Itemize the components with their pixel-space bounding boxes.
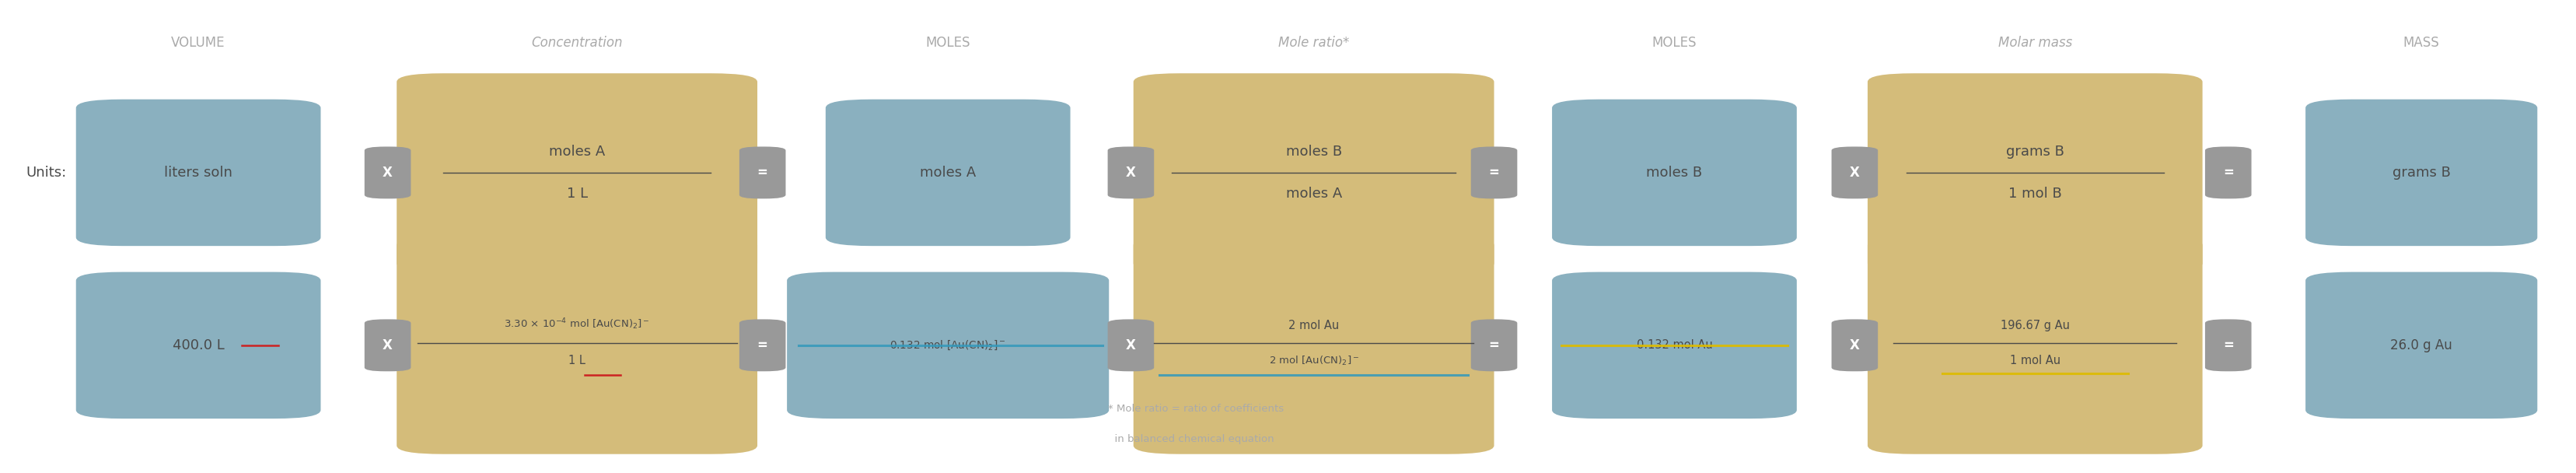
Text: 0.132 mol Au: 0.132 mol Au (1636, 340, 1713, 351)
FancyBboxPatch shape (1553, 272, 1798, 419)
Text: =: = (2223, 338, 2233, 352)
Text: 1 mol B: 1 mol B (2009, 187, 2061, 201)
FancyBboxPatch shape (2205, 319, 2251, 371)
Text: X: X (1126, 338, 1136, 352)
FancyBboxPatch shape (824, 99, 1072, 246)
Text: VOLUME: VOLUME (173, 35, 224, 50)
Text: 196.67 g Au: 196.67 g Au (2002, 319, 2069, 331)
FancyBboxPatch shape (1868, 236, 2202, 454)
FancyBboxPatch shape (1553, 99, 1798, 246)
Text: liters soln: liters soln (165, 166, 232, 180)
FancyBboxPatch shape (77, 99, 322, 246)
FancyBboxPatch shape (1471, 147, 1517, 199)
Text: 1 L: 1 L (569, 355, 585, 367)
Text: =: = (1489, 166, 1499, 180)
FancyBboxPatch shape (1108, 319, 1154, 371)
Text: grams B: grams B (2007, 144, 2063, 158)
FancyBboxPatch shape (397, 73, 757, 272)
Text: Concentration: Concentration (531, 35, 623, 50)
FancyBboxPatch shape (366, 147, 410, 199)
FancyBboxPatch shape (788, 272, 1110, 419)
Text: 1 mol Au: 1 mol Au (2009, 355, 2061, 367)
FancyBboxPatch shape (366, 319, 410, 371)
FancyBboxPatch shape (77, 272, 322, 419)
Text: X: X (384, 338, 392, 352)
Text: X: X (1126, 166, 1136, 180)
FancyBboxPatch shape (1108, 147, 1154, 199)
Text: in balanced chemical equation: in balanced chemical equation (1108, 434, 1273, 444)
FancyBboxPatch shape (397, 236, 757, 454)
FancyBboxPatch shape (2205, 147, 2251, 199)
FancyBboxPatch shape (2306, 272, 2537, 419)
Text: Mole ratio*: Mole ratio* (1278, 35, 1350, 50)
Text: =: = (757, 338, 768, 352)
Text: moles A: moles A (920, 166, 976, 180)
Text: Units:: Units: (26, 166, 67, 180)
FancyBboxPatch shape (739, 319, 786, 371)
FancyBboxPatch shape (1133, 73, 1494, 272)
Text: moles A: moles A (549, 144, 605, 158)
Text: MASS: MASS (2403, 35, 2439, 50)
Text: 0.132 mol [Au(CN)$_2$]$^-$: 0.132 mol [Au(CN)$_2$]$^-$ (889, 339, 1007, 352)
FancyBboxPatch shape (1832, 319, 1878, 371)
FancyBboxPatch shape (1471, 319, 1517, 371)
Text: MOLES: MOLES (1651, 35, 1698, 50)
Text: 3.30 $\times$ 10$^{-4}$ mol [Au(CN)$_2$]$^-$: 3.30 $\times$ 10$^{-4}$ mol [Au(CN)$_2$]… (505, 316, 649, 331)
Text: Molar mass: Molar mass (1999, 35, 2071, 50)
Text: 2 mol Au: 2 mol Au (1288, 319, 1340, 331)
Text: moles B: moles B (1285, 144, 1342, 158)
Text: grams B: grams B (2393, 166, 2450, 180)
Text: moles B: moles B (1646, 166, 1703, 180)
Text: X: X (384, 166, 392, 180)
Text: 2 mol [Au(CN)$_2$]$^-$: 2 mol [Au(CN)$_2$]$^-$ (1270, 355, 1358, 367)
Text: =: = (757, 166, 768, 180)
Text: =: = (2223, 166, 2233, 180)
FancyBboxPatch shape (1832, 147, 1878, 199)
Text: MOLES: MOLES (925, 35, 971, 50)
FancyBboxPatch shape (739, 147, 786, 199)
Text: moles A: moles A (1285, 187, 1342, 201)
Text: 26.0 g Au: 26.0 g Au (2391, 338, 2452, 352)
Text: * Mole ratio = ratio of coefficients: * Mole ratio = ratio of coefficients (1108, 404, 1283, 414)
FancyBboxPatch shape (1133, 236, 1494, 454)
Text: 1 L: 1 L (567, 187, 587, 201)
Text: X: X (1850, 338, 1860, 352)
Text: 400.0 L: 400.0 L (173, 338, 224, 352)
Text: X: X (1850, 166, 1860, 180)
Text: =: = (1489, 338, 1499, 352)
FancyBboxPatch shape (2306, 99, 2537, 246)
FancyBboxPatch shape (1868, 73, 2202, 272)
